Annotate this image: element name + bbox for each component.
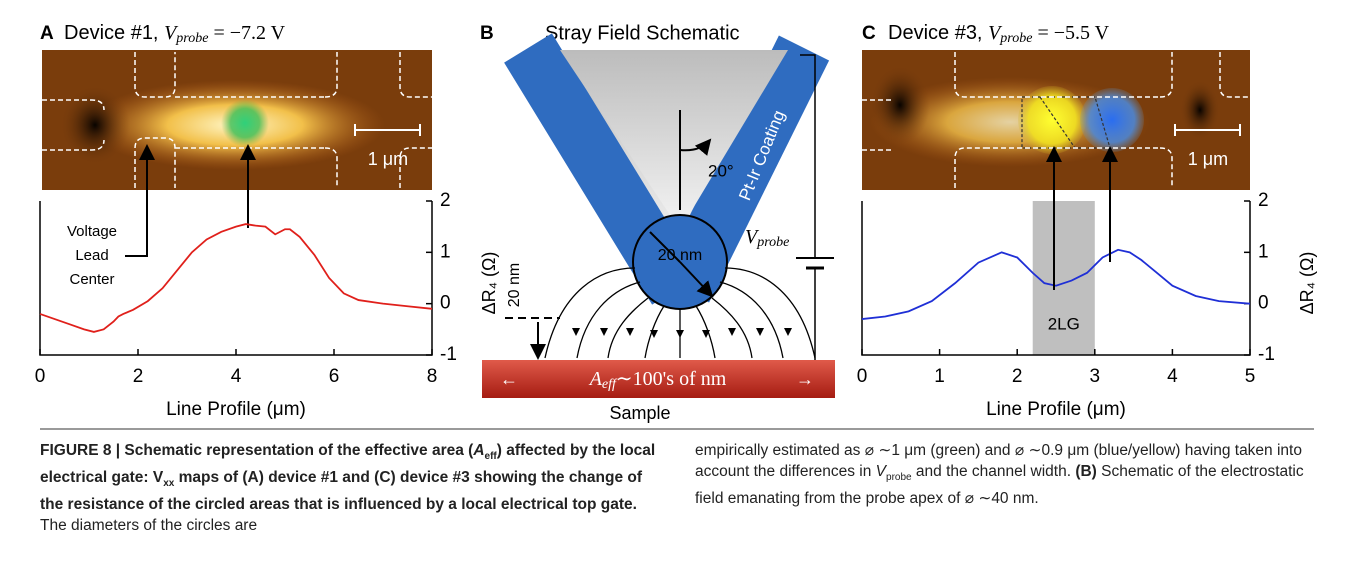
sample-label: Sample: [609, 403, 670, 423]
data-line: [861, 248, 1251, 320]
text: eff: [484, 451, 497, 463]
map-a: [42, 50, 432, 190]
text: (B): [1075, 463, 1097, 480]
title-var: V: [164, 22, 179, 44]
y-tick-label: 0: [440, 293, 451, 314]
x-tick-label: 5: [1245, 366, 1256, 387]
x-tick-label: 6: [329, 366, 340, 387]
y-tick-label: 0: [1258, 293, 1269, 314]
panel-title: Device #1, Vprobe = −7.2 V: [64, 22, 286, 47]
text: ∼100's of nm: [616, 368, 727, 390]
text: V: [875, 463, 887, 480]
area-label: Aeff∼100's of nm: [588, 368, 727, 393]
var: V: [745, 226, 760, 248]
caption-left: FIGURE 8 | Schematic representation of t…: [40, 440, 665, 536]
title-value: = −7.2 V: [208, 22, 285, 44]
scale-label: 1 μm: [1188, 149, 1228, 169]
x-tick-label: 2: [1012, 366, 1023, 387]
band-label: 2LG: [1048, 314, 1080, 333]
x-axis-label: Line Profile (μm): [986, 399, 1126, 420]
var: A: [588, 368, 603, 390]
y-axis-label: ΔR₄ (Ω): [479, 252, 499, 315]
text: FIGURE 8 | Schematic representation of t…: [40, 442, 474, 459]
annotation: Center: [69, 271, 114, 288]
text: probe: [886, 472, 912, 484]
panel-letter: C: [862, 23, 876, 44]
text: A: [473, 442, 485, 459]
y-tick-label: 1: [440, 241, 451, 262]
annotation: Voltage: [67, 223, 117, 240]
arrow-right: →: [796, 369, 814, 389]
text: The diameters of the circles are: [40, 517, 258, 535]
arrow-left: ←: [500, 369, 518, 389]
y-tick-label: -1: [440, 344, 457, 365]
annotation: Lead: [75, 247, 108, 264]
y-tick-label: 2: [1258, 190, 1269, 211]
text: empirically estimated as ⌀ ∼1 μm (green)…: [695, 442, 1302, 480]
x-axis-label: Line Profile (μm): [166, 399, 306, 420]
text: Schematic of the electrostatic field ema…: [695, 463, 1304, 508]
text: ) affected by the local electrical gate:…: [40, 442, 656, 487]
map-c: [862, 50, 1250, 190]
band: [1032, 201, 1095, 355]
x-tick-label: 1: [934, 366, 945, 387]
title-value: = −5.5 V: [1032, 22, 1109, 44]
vprobe-label: Vprobe: [745, 226, 789, 251]
panel-title: Device #3, Vprobe = −5.5 V: [888, 22, 1110, 47]
y-axis-label: ΔR₄ (Ω): [1297, 252, 1317, 315]
apex-label: 20 nm: [658, 247, 702, 264]
angle-label: 20°: [708, 161, 734, 180]
x-tick-label: 4: [1167, 366, 1178, 387]
title-sub: probe: [175, 31, 208, 46]
x-tick-label: 0: [35, 366, 46, 387]
scale-label: 1 μm: [368, 149, 408, 169]
x-tick-label: 4: [231, 366, 242, 387]
caption-bold: FIGURE 8 | Schematic representation of t…: [40, 442, 655, 513]
schematic: [482, 33, 835, 398]
x-tick-label: 3: [1090, 366, 1101, 387]
arrow: [125, 144, 155, 257]
title-text: Device #1,: [64, 22, 164, 44]
data-line: [39, 223, 433, 333]
y-tick-label: 2: [440, 190, 451, 211]
panel-letter: A: [40, 23, 54, 44]
y-tick-label: 1: [1258, 241, 1269, 262]
panel-title: Stray Field Schematic: [545, 22, 740, 44]
text: xx: [163, 478, 175, 490]
text: maps of (A) device #1 and (C) device #3 …: [40, 469, 643, 514]
title-text: Device #3,: [888, 22, 988, 44]
gap-label: 20 nm: [506, 263, 523, 307]
axes: [861, 201, 1251, 356]
sub: eff: [602, 377, 618, 392]
x-tick-label: 0: [857, 366, 868, 387]
title-sub: probe: [999, 31, 1032, 46]
sub: probe: [756, 235, 789, 250]
panel-letter: B: [480, 23, 494, 44]
title-var: V: [988, 22, 1003, 44]
y-tick-label: -1: [1258, 344, 1275, 365]
x-tick-label: 8: [427, 366, 438, 387]
x-tick-label: 2: [133, 366, 144, 387]
caption-right: empirically estimated as ⌀ ∼1 μm (green)…: [695, 440, 1320, 509]
figure: A Device #1, Vprobe = −7.2 V 1 μm Voltag…: [35, 22, 1317, 430]
text: and the channel width.: [911, 463, 1076, 480]
